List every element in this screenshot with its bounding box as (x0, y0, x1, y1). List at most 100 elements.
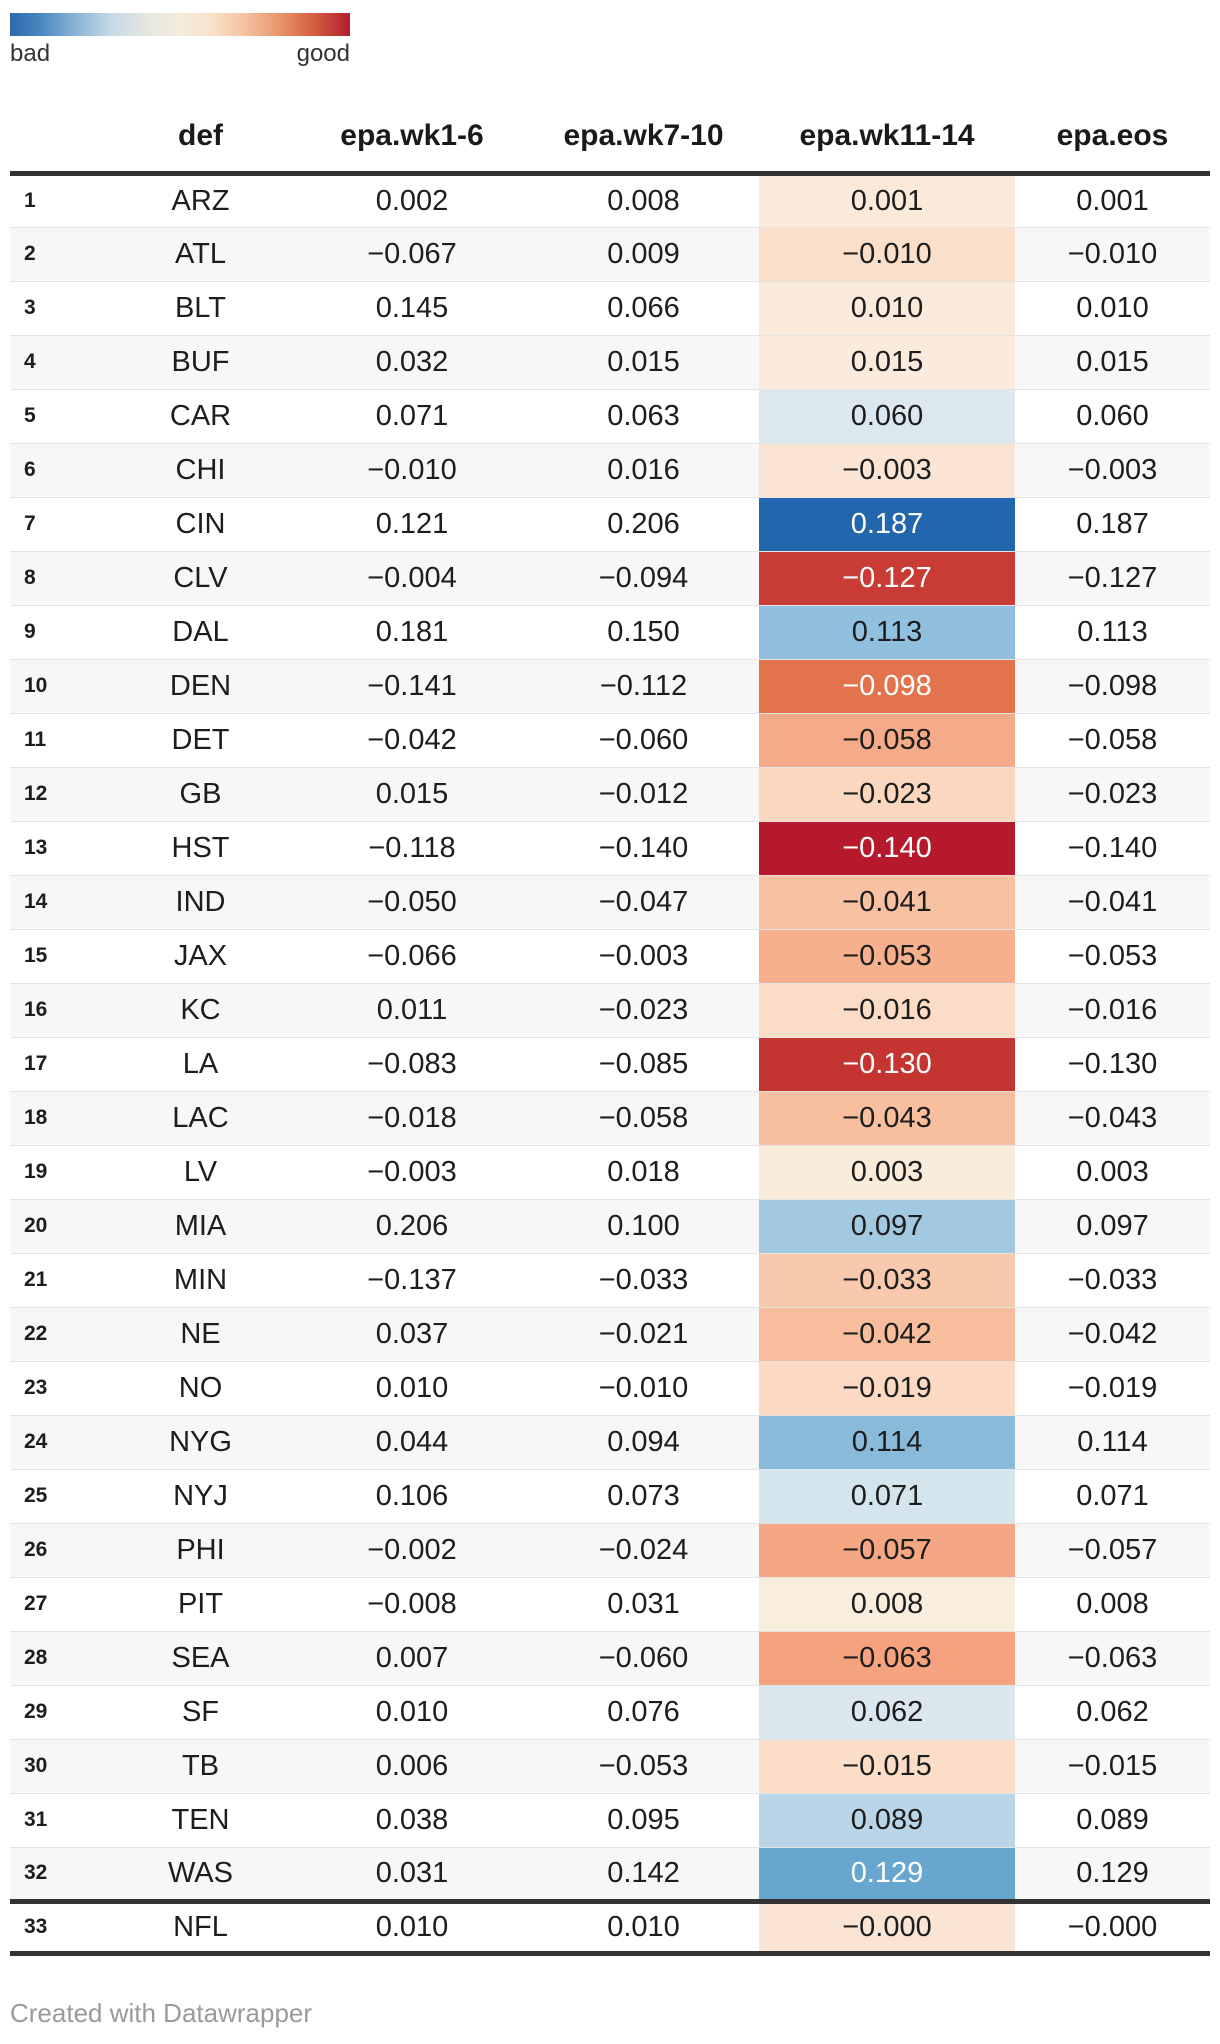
table-row: 4 BUF 0.032 0.015 0.015 0.015 (10, 334, 1210, 389)
epa-wk7-10-cell: 0.008 (607, 184, 680, 217)
rank-cell: 4 (10, 334, 105, 389)
epa-wk1-6-cell: −0.042 (296, 712, 528, 767)
epa-wk1-6-cell: −0.018 (296, 1090, 528, 1145)
team-cell: TB (105, 1738, 296, 1793)
table-row: 26 PHI −0.002 −0.024 −0.057 −0.057 (10, 1522, 1210, 1577)
epa-wk11-14-cell: −0.023 (759, 766, 1015, 821)
epa-wk11-14-cell: −0.042 (759, 1306, 1015, 1361)
rank-cell: 16 (10, 982, 105, 1037)
epa-wk11-14-cell: −0.041 (759, 874, 1015, 929)
table-row: 30 TB 0.006 −0.053 −0.015 −0.015 (10, 1738, 1210, 1793)
epa-wk1-6-cell: 0.106 (296, 1468, 528, 1523)
rank-cell: 20 (10, 1198, 105, 1253)
epa-eos-cell: −0.053 (1015, 928, 1210, 983)
table-row: 29 SF 0.010 0.076 0.062 0.062 (10, 1684, 1210, 1739)
epa-wk1-6-cell: 0.032 (296, 334, 528, 389)
team-cell: CAR (105, 388, 296, 443)
rank-cell: 23 (10, 1360, 105, 1415)
team-cell: LAC (105, 1090, 296, 1145)
team-cell: IND (105, 874, 296, 929)
epa-wk11-14-cell: 0.114 (759, 1414, 1015, 1469)
team-cell: WAS (105, 1846, 296, 1901)
table-row: 24 NYG 0.044 0.094 0.114 0.114 (10, 1414, 1210, 1469)
epa-eos-cell: −0.023 (1015, 766, 1210, 821)
epa-wk11-14-cell: −0.015 (759, 1738, 1015, 1793)
team-cell: JAX (105, 928, 296, 983)
team-cell: TEN (105, 1792, 296, 1847)
legend-good-label: good (296, 40, 350, 67)
rank-cell: 5 (10, 388, 105, 443)
epa-wk7-10-cell: −0.060 (528, 1630, 759, 1685)
team-cell: ATL (105, 226, 296, 281)
epa-eos-cell: 0.114 (1015, 1414, 1210, 1469)
epa-eos-cell: 0.097 (1015, 1198, 1210, 1253)
team-cell: CLV (105, 550, 296, 605)
epa-wk1-6-cell: 0.181 (296, 604, 528, 659)
team-cell: HST (105, 820, 296, 875)
rank-cell: 29 (10, 1684, 105, 1739)
epa-wk11-14-cell: −0.003 (759, 442, 1015, 497)
epa-wk1-6-cell: −0.141 (296, 658, 528, 713)
table-row: 2 ATL −0.067 0.009 −0.010 −0.010 (10, 226, 1210, 281)
team-cell: NE (105, 1306, 296, 1361)
epa-eos-cell: 0.008 (1015, 1576, 1210, 1631)
team-cell: NYJ (105, 1468, 296, 1523)
table-row: 12 GB 0.015 −0.012 −0.023 −0.023 (10, 766, 1210, 821)
epa-wk11-14-cell: 0.129 (759, 1846, 1015, 1901)
team-cell: BUF (105, 334, 296, 389)
epa-wk11-14-cell: −0.016 (759, 982, 1015, 1037)
team-cell: DEN (105, 658, 296, 713)
table-row: 31 TEN 0.038 0.095 0.089 0.089 (10, 1792, 1210, 1847)
epa-wk7-10-cell: −0.140 (528, 820, 759, 875)
header-row: def epa.wk1-6 epa.wk7-10 epa.wk11-14 epa… (10, 68, 1210, 176)
table-row: 7 CIN 0.121 0.206 0.187 0.187 (10, 496, 1210, 551)
team-cell: SEA (105, 1630, 296, 1685)
epa-wk1-6-cell: 0.010 (296, 1684, 528, 1739)
epa-wk1-6-cell: −0.050 (296, 874, 528, 929)
team-cell: DAL (105, 604, 296, 659)
table-body: 1 ARZ 0.002 0.008 0.001 0.001 2 ATL −0.0… (10, 173, 1210, 1953)
epa-wk1-6-cell: −0.008 (296, 1576, 528, 1631)
rank-cell: 33 (10, 1898, 105, 1953)
table-row: 17 LA −0.083 −0.085 −0.130 −0.130 (10, 1036, 1210, 1091)
epa-wk7-10-cell: 0.094 (528, 1414, 759, 1469)
table-row: 6 CHI −0.010 0.016 −0.003 −0.003 (10, 442, 1210, 497)
epa-wk1-6-cell: 0.002 (375, 184, 449, 217)
table-row: 18 LAC −0.018 −0.058 −0.043 −0.043 (10, 1090, 1210, 1145)
epa-wk11-14-cell: 0.010 (759, 280, 1015, 335)
rank-cell: 14 (10, 874, 105, 929)
epa-wk1-6-cell: 0.006 (296, 1738, 528, 1793)
epa-wk7-10-cell: −0.094 (528, 550, 759, 605)
header-epa-wk11-14: epa.wk11-14 (759, 68, 1015, 176)
epa-eos-cell: −0.098 (1015, 658, 1210, 713)
epa-eos-cell: −0.041 (1015, 874, 1210, 929)
epa-wk11-14-cell: 0.062 (759, 1684, 1015, 1739)
team-cell: NFL (105, 1898, 296, 1953)
epa-wk1-6-cell: 0.031 (296, 1846, 528, 1901)
table-row: 5 CAR 0.071 0.063 0.060 0.060 (10, 388, 1210, 443)
epa-eos-cell: 0.187 (1015, 496, 1210, 551)
table-row: 20 MIA 0.206 0.100 0.097 0.097 (10, 1198, 1210, 1253)
team-cell: GB (105, 766, 296, 821)
epa-wk7-10-cell: 0.066 (528, 280, 759, 335)
table-row: 23 NO 0.010 −0.010 −0.019 −0.019 (10, 1360, 1210, 1415)
epa-wk11-14-cell: −0.033 (759, 1252, 1015, 1307)
epa-eos-cell: −0.057 (1015, 1522, 1210, 1577)
epa-wk7-10-cell: −0.024 (528, 1522, 759, 1577)
epa-wk7-10-cell: 0.009 (528, 226, 759, 281)
epa-eos-cell: −0.063 (1015, 1630, 1210, 1685)
rank-cell: 21 (10, 1252, 105, 1307)
datawrapper-credit-link[interactable]: Created with Datawrapper (10, 1997, 313, 2028)
epa-wk1-6-cell: −0.066 (296, 928, 528, 983)
epa-wk7-10-cell: 0.073 (528, 1468, 759, 1523)
table-row: 19 LV −0.003 0.018 0.003 0.003 (10, 1144, 1210, 1199)
epa-eos-cell: −0.000 (1015, 1898, 1210, 1953)
team-cell: SF (105, 1684, 296, 1739)
rank-cell: 3 (10, 280, 105, 335)
epa-wk11-14-cell: 0.060 (759, 388, 1015, 443)
epa-eos-cell: 0.010 (1015, 280, 1210, 335)
epa-eos-cell: 0.001 (1076, 184, 1149, 217)
epa-wk11-14-cell: 0.003 (759, 1144, 1015, 1199)
epa-wk7-10-cell: −0.023 (528, 982, 759, 1037)
rank-cell: 26 (10, 1522, 105, 1577)
